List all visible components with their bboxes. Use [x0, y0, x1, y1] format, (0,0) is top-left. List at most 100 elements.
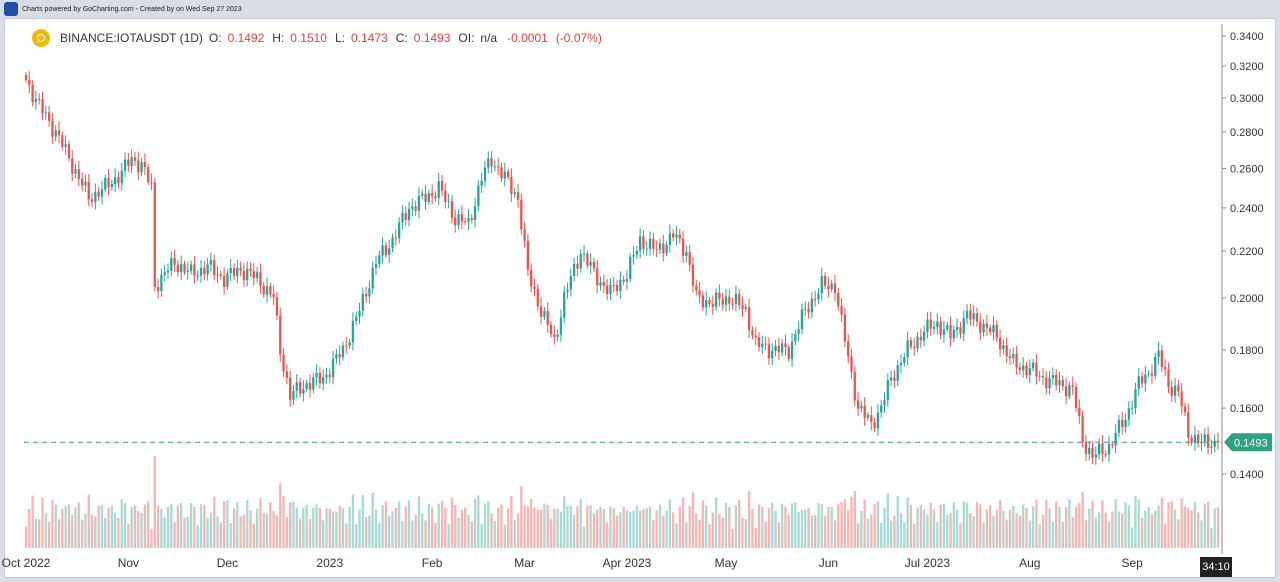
candle-body[interactable]: [1078, 407, 1081, 417]
candle-body[interactable]: [1094, 454, 1097, 458]
candle-body[interactable]: [589, 262, 592, 266]
candle-body[interactable]: [143, 162, 147, 168]
candle-body[interactable]: [1015, 354, 1018, 368]
candle-body[interactable]: [672, 233, 675, 238]
candle-body[interactable]: [1107, 444, 1111, 455]
candle-body[interactable]: [622, 279, 625, 282]
candle-body[interactable]: [1005, 345, 1008, 357]
candle-body[interactable]: [533, 286, 536, 289]
candle-body[interactable]: [549, 324, 553, 335]
candle-body[interactable]: [939, 321, 942, 335]
candle-body[interactable]: [698, 290, 701, 296]
chart-frame[interactable]: [4, 18, 1276, 578]
candle-body[interactable]: [1180, 391, 1183, 407]
candle-body[interactable]: [761, 343, 764, 347]
candle-body[interactable]: [536, 288, 539, 307]
candle-body[interactable]: [747, 307, 751, 331]
candle-body[interactable]: [1055, 375, 1058, 386]
candle-body[interactable]: [262, 285, 265, 295]
candle-body[interactable]: [411, 206, 414, 209]
candle-body[interactable]: [305, 383, 308, 390]
candle-body[interactable]: [1216, 440, 1220, 443]
candle-body[interactable]: [556, 334, 559, 337]
candle-body[interactable]: [837, 293, 840, 307]
candle-body[interactable]: [140, 162, 143, 173]
candle-body[interactable]: [100, 189, 104, 197]
candle-body[interactable]: [189, 264, 193, 271]
candle-body[interactable]: [318, 372, 322, 384]
candle-body[interactable]: [790, 341, 794, 359]
candle-body[interactable]: [404, 213, 407, 220]
candle-body[interactable]: [160, 274, 163, 292]
candle-body[interactable]: [1091, 447, 1094, 458]
candle-body[interactable]: [483, 167, 487, 181]
candle-body[interactable]: [1137, 376, 1140, 389]
candle-body[interactable]: [163, 272, 166, 275]
candle-body[interactable]: [876, 412, 880, 429]
candle-body[interactable]: [992, 325, 995, 333]
candle-body[interactable]: [107, 178, 110, 188]
candle-body[interactable]: [203, 267, 206, 275]
candle-body[interactable]: [896, 365, 899, 381]
candle-body[interactable]: [1081, 416, 1084, 443]
candle-body[interactable]: [1061, 379, 1064, 387]
candle-body[interactable]: [648, 238, 652, 249]
candle-body[interactable]: [1130, 408, 1134, 410]
candle-body[interactable]: [120, 170, 123, 184]
candle-body[interactable]: [123, 159, 127, 171]
candle-body[interactable]: [440, 181, 444, 191]
candle-body[interactable]: [827, 285, 830, 290]
candle-body[interactable]: [401, 213, 404, 223]
candle-body[interactable]: [721, 298, 724, 305]
candle-body[interactable]: [222, 276, 226, 287]
candle-body[interactable]: [863, 405, 866, 418]
candle-body[interactable]: [275, 297, 279, 316]
candle-body[interactable]: [186, 270, 189, 272]
candle-body[interactable]: [1134, 388, 1137, 409]
candle-body[interactable]: [407, 208, 411, 220]
candle-body[interactable]: [866, 415, 870, 418]
candle-body[interactable]: [1068, 385, 1071, 397]
candle-body[interactable]: [1177, 385, 1180, 392]
candle-body[interactable]: [724, 296, 728, 305]
candle-body[interactable]: [1025, 365, 1028, 376]
candle-body[interactable]: [285, 371, 289, 378]
candle-body[interactable]: [1104, 454, 1107, 456]
candle-body[interactable]: [946, 325, 949, 330]
candle-body[interactable]: [176, 264, 180, 273]
candle-body[interactable]: [734, 293, 738, 304]
candle-body[interactable]: [358, 310, 361, 317]
candle-body[interactable]: [807, 308, 810, 313]
candle-body[interactable]: [579, 253, 582, 269]
candle-body[interactable]: [936, 321, 939, 327]
candle-body[interactable]: [335, 354, 338, 359]
candle-body[interactable]: [738, 293, 741, 306]
candle-body[interactable]: [741, 305, 744, 309]
candle-body[interactable]: [331, 358, 335, 378]
candle-body[interactable]: [1048, 377, 1051, 389]
candle-body[interactable]: [348, 342, 351, 346]
candle-body[interactable]: [817, 293, 820, 300]
candle-body[interactable]: [814, 298, 817, 300]
candle-body[interactable]: [1045, 377, 1048, 389]
candle-body[interactable]: [394, 237, 397, 239]
candle-body[interactable]: [490, 158, 493, 167]
candle-body[interactable]: [880, 405, 883, 413]
candle-body[interactable]: [51, 120, 54, 137]
candle-body[interactable]: [942, 329, 946, 335]
candle-body[interactable]: [249, 268, 252, 272]
candle-body[interactable]: [170, 257, 173, 271]
candle-body[interactable]: [196, 275, 199, 277]
candle-body[interactable]: [1114, 432, 1117, 446]
candle-body[interactable]: [516, 192, 520, 200]
candle-body[interactable]: [1117, 419, 1121, 433]
candle-body[interactable]: [1197, 434, 1200, 444]
candle-body[interactable]: [553, 334, 556, 337]
candle-body[interactable]: [668, 233, 672, 245]
candle-body[interactable]: [328, 374, 331, 378]
candle-body[interactable]: [506, 171, 510, 177]
candle-body[interactable]: [137, 160, 140, 173]
candle-body[interactable]: [787, 347, 790, 359]
candle-body[interactable]: [94, 191, 97, 202]
candle-body[interactable]: [1008, 356, 1012, 359]
